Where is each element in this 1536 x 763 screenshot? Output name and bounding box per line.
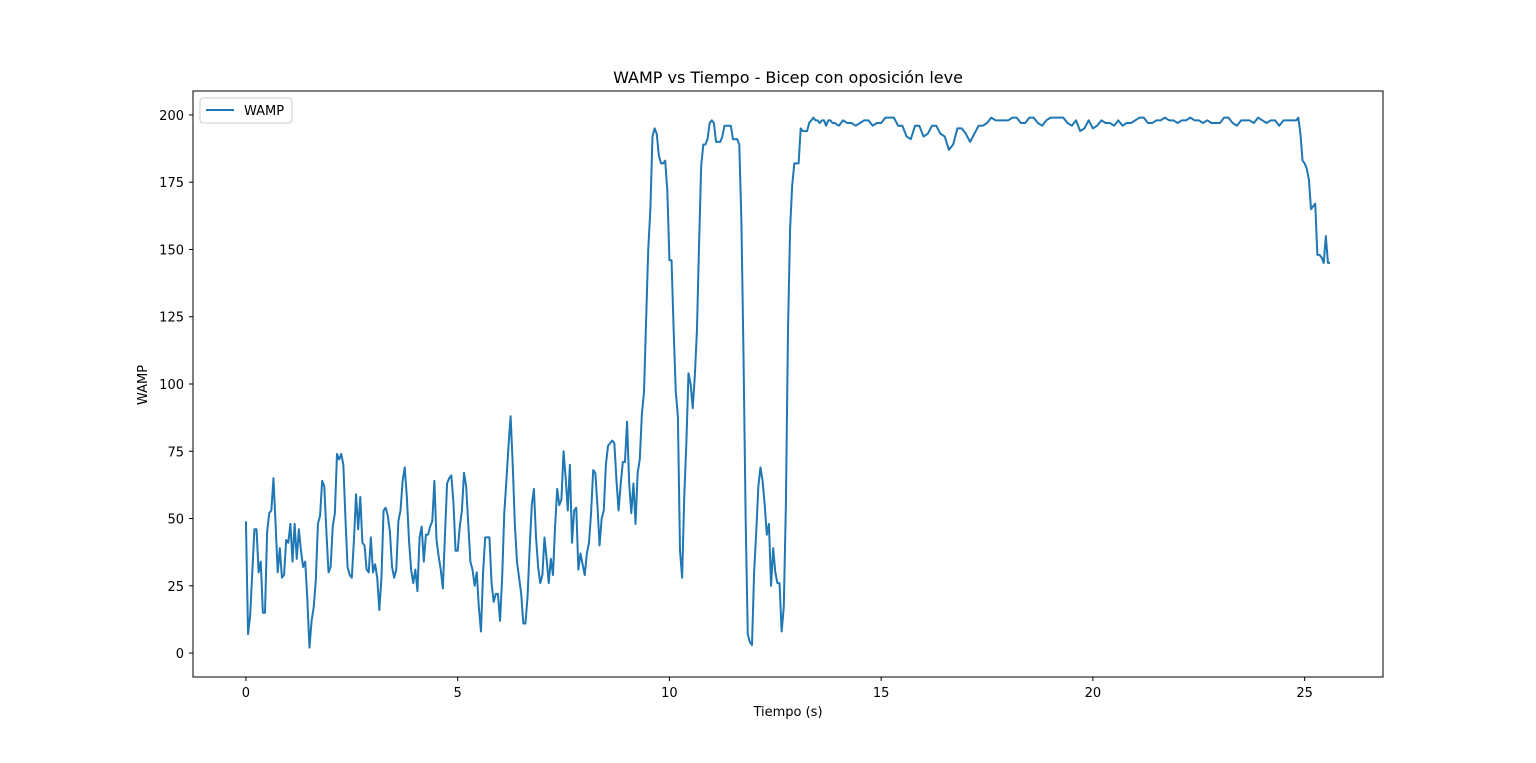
legend-label: WAMP	[244, 104, 284, 119]
y-axis-label: WAMP	[136, 365, 151, 405]
x-tick-label: 20	[1085, 686, 1102, 701]
y-tick-label: 200	[159, 109, 184, 124]
x-tick-label: 0	[242, 686, 250, 701]
chart-title: WAMP vs Tiempo - Bicep con oposición lev…	[613, 68, 963, 87]
x-tick-label: 10	[661, 686, 678, 701]
y-tick-label: 150	[159, 243, 184, 258]
x-tick-label: 25	[1296, 686, 1313, 701]
axes: 0 5 10 15 20 25 0 25 50 75 100 125 150 175 200	[159, 90, 1384, 701]
y-tick-label: 125	[159, 311, 184, 326]
series-line-wamp	[244, 116, 1331, 649]
x-tick-label: 15	[873, 686, 890, 701]
y-tick-label: 50	[167, 513, 184, 528]
y-tick-label: 175	[159, 176, 184, 191]
plot-area	[244, 116, 1331, 649]
y-tick-label: 100	[159, 378, 184, 393]
y-tick-label: 75	[167, 445, 184, 460]
x-tick-label: 5	[454, 686, 462, 701]
y-tick-label: 25	[167, 580, 184, 595]
legend: WAMP	[199, 97, 293, 124]
y-tick-label: 0	[176, 647, 184, 662]
legend-box	[199, 97, 293, 124]
x-axis-label: Tiempo (s)	[752, 705, 822, 720]
